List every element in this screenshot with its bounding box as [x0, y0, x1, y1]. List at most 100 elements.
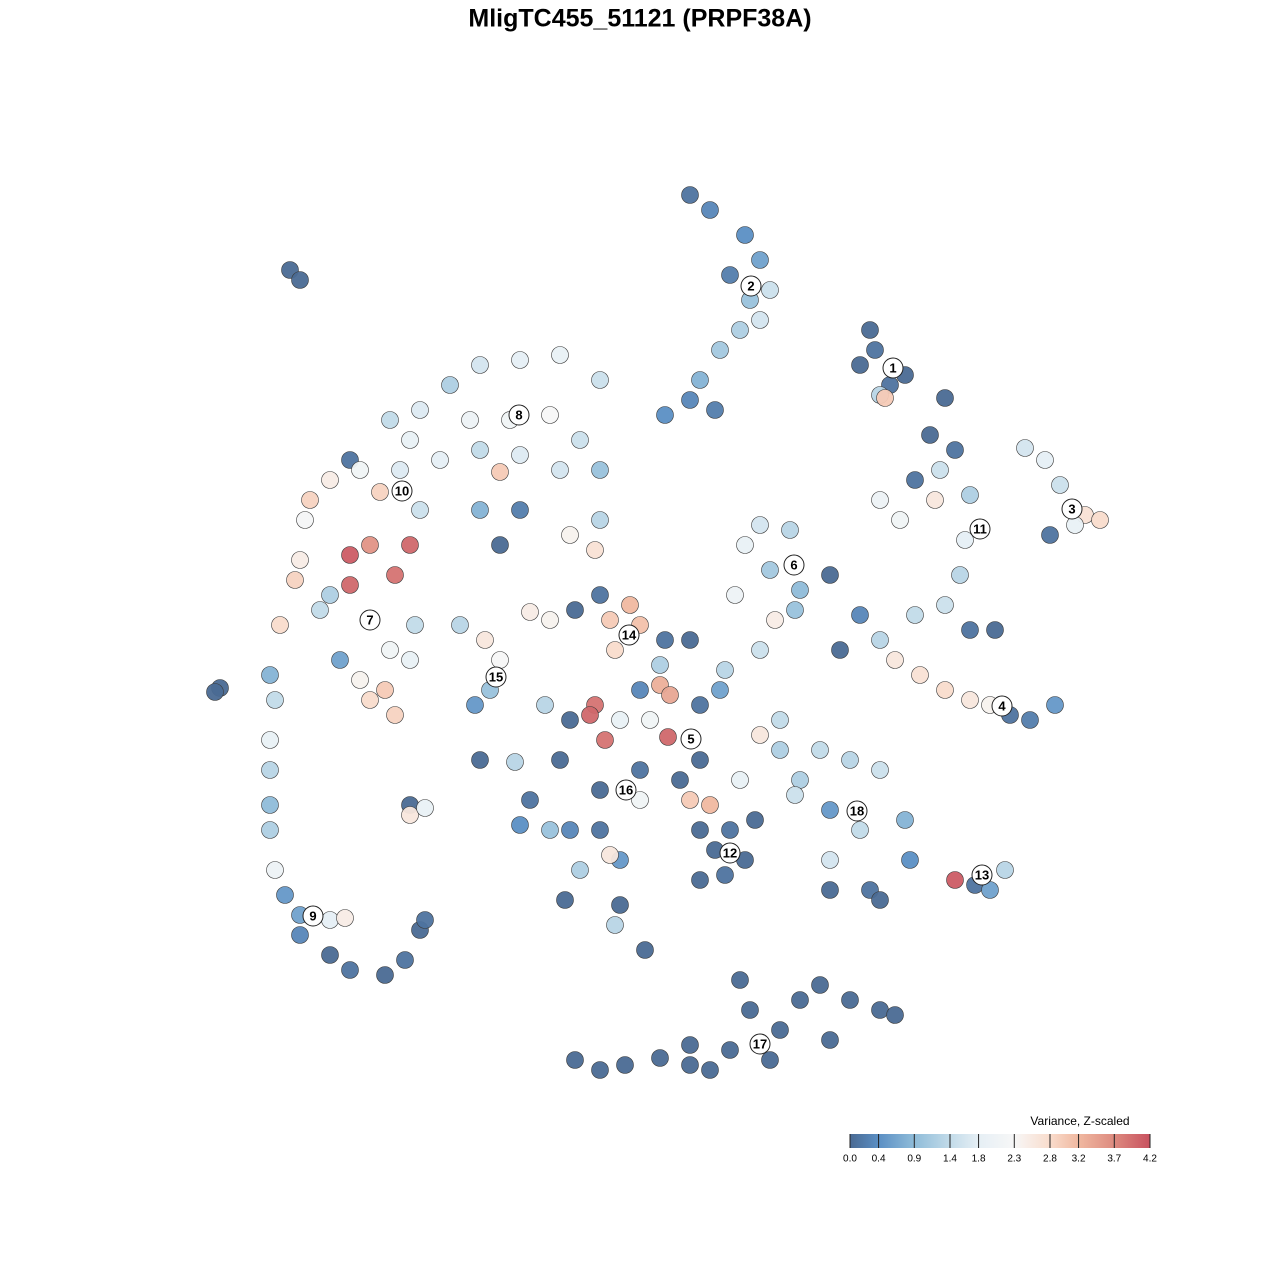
point: [411, 401, 429, 419]
point: [571, 861, 589, 879]
point: [751, 726, 769, 744]
point: [511, 446, 529, 464]
point: [581, 706, 599, 724]
point: [1051, 476, 1069, 494]
point: [656, 406, 674, 424]
point: [681, 631, 699, 649]
point: [1021, 711, 1039, 729]
point: [296, 511, 314, 529]
point: [651, 656, 669, 674]
point: [591, 371, 609, 389]
cluster-label: 5: [687, 731, 694, 746]
point: [681, 1056, 699, 1074]
point: [656, 631, 674, 649]
cluster-label: 12: [723, 845, 737, 860]
point: [341, 576, 359, 594]
point: [876, 389, 894, 407]
point: [291, 271, 309, 289]
colorbar-tick-label: 3.7: [1107, 1154, 1121, 1165]
point: [681, 791, 699, 809]
cluster-label-badge: [882, 357, 904, 379]
point: [341, 961, 359, 979]
point: [536, 696, 554, 714]
cluster-label: 6: [790, 557, 797, 572]
point: [556, 891, 574, 909]
point: [961, 486, 979, 504]
point: [996, 861, 1014, 879]
point: [271, 616, 289, 634]
point: [361, 691, 379, 709]
point: [386, 566, 404, 584]
point: [476, 631, 494, 649]
point: [506, 753, 524, 771]
point: [886, 651, 904, 669]
point: [311, 601, 329, 619]
point: [691, 371, 709, 389]
cluster-label-badge: [719, 842, 741, 864]
point: [766, 611, 784, 629]
cluster-label-badge: [680, 728, 702, 750]
colorbar-tick-label: 1.8: [972, 1154, 986, 1165]
point: [631, 761, 649, 779]
cluster-label: 14: [622, 627, 637, 642]
point: [601, 611, 619, 629]
point: [401, 431, 419, 449]
point: [541, 611, 559, 629]
point: [616, 1056, 634, 1074]
point: [471, 441, 489, 459]
point: [931, 461, 949, 479]
point: [951, 566, 969, 584]
cluster-label: 1: [889, 360, 896, 375]
point: [771, 741, 789, 759]
point: [701, 201, 719, 219]
point: [711, 681, 729, 699]
point: [611, 896, 629, 914]
point: [811, 976, 829, 994]
point: [291, 551, 309, 569]
cluster-label-badge: [969, 518, 991, 540]
point: [561, 821, 579, 839]
point: [566, 1051, 584, 1069]
point: [551, 346, 569, 364]
point: [586, 541, 604, 559]
point: [706, 401, 724, 419]
point: [716, 866, 734, 884]
point: [921, 426, 939, 444]
point: [661, 686, 679, 704]
point: [351, 461, 369, 479]
point: [1091, 511, 1109, 529]
point: [381, 411, 399, 429]
point: [866, 341, 884, 359]
point: [841, 991, 859, 1009]
point: [691, 871, 709, 889]
point: [906, 606, 924, 624]
cluster-label: 9: [309, 908, 316, 923]
colorbar-tick-label: 2.8: [1043, 1154, 1057, 1165]
cluster-label-badge: [391, 480, 413, 502]
point: [591, 461, 609, 479]
point: [606, 916, 624, 934]
colorbar-tick-label: 0.9: [907, 1154, 921, 1165]
point: [851, 606, 869, 624]
chart-title: MligTC455_51121 (PRPF38A): [468, 5, 811, 33]
point: [716, 661, 734, 679]
cluster-label-badge: [971, 864, 993, 886]
point: [961, 621, 979, 639]
point: [741, 1001, 759, 1019]
cluster-label-badge: [846, 800, 868, 822]
point: [461, 411, 479, 429]
point: [511, 351, 529, 369]
point: [926, 491, 944, 509]
cluster-label-badge: [485, 666, 507, 688]
colorbar-tick-label: 4.2: [1143, 1154, 1157, 1165]
point: [571, 431, 589, 449]
point: [341, 546, 359, 564]
point: [691, 821, 709, 839]
cluster-label-badge: [302, 905, 324, 927]
point: [851, 356, 869, 374]
point: [321, 471, 339, 489]
point: [946, 871, 964, 889]
point: [551, 461, 569, 479]
point: [821, 801, 839, 819]
